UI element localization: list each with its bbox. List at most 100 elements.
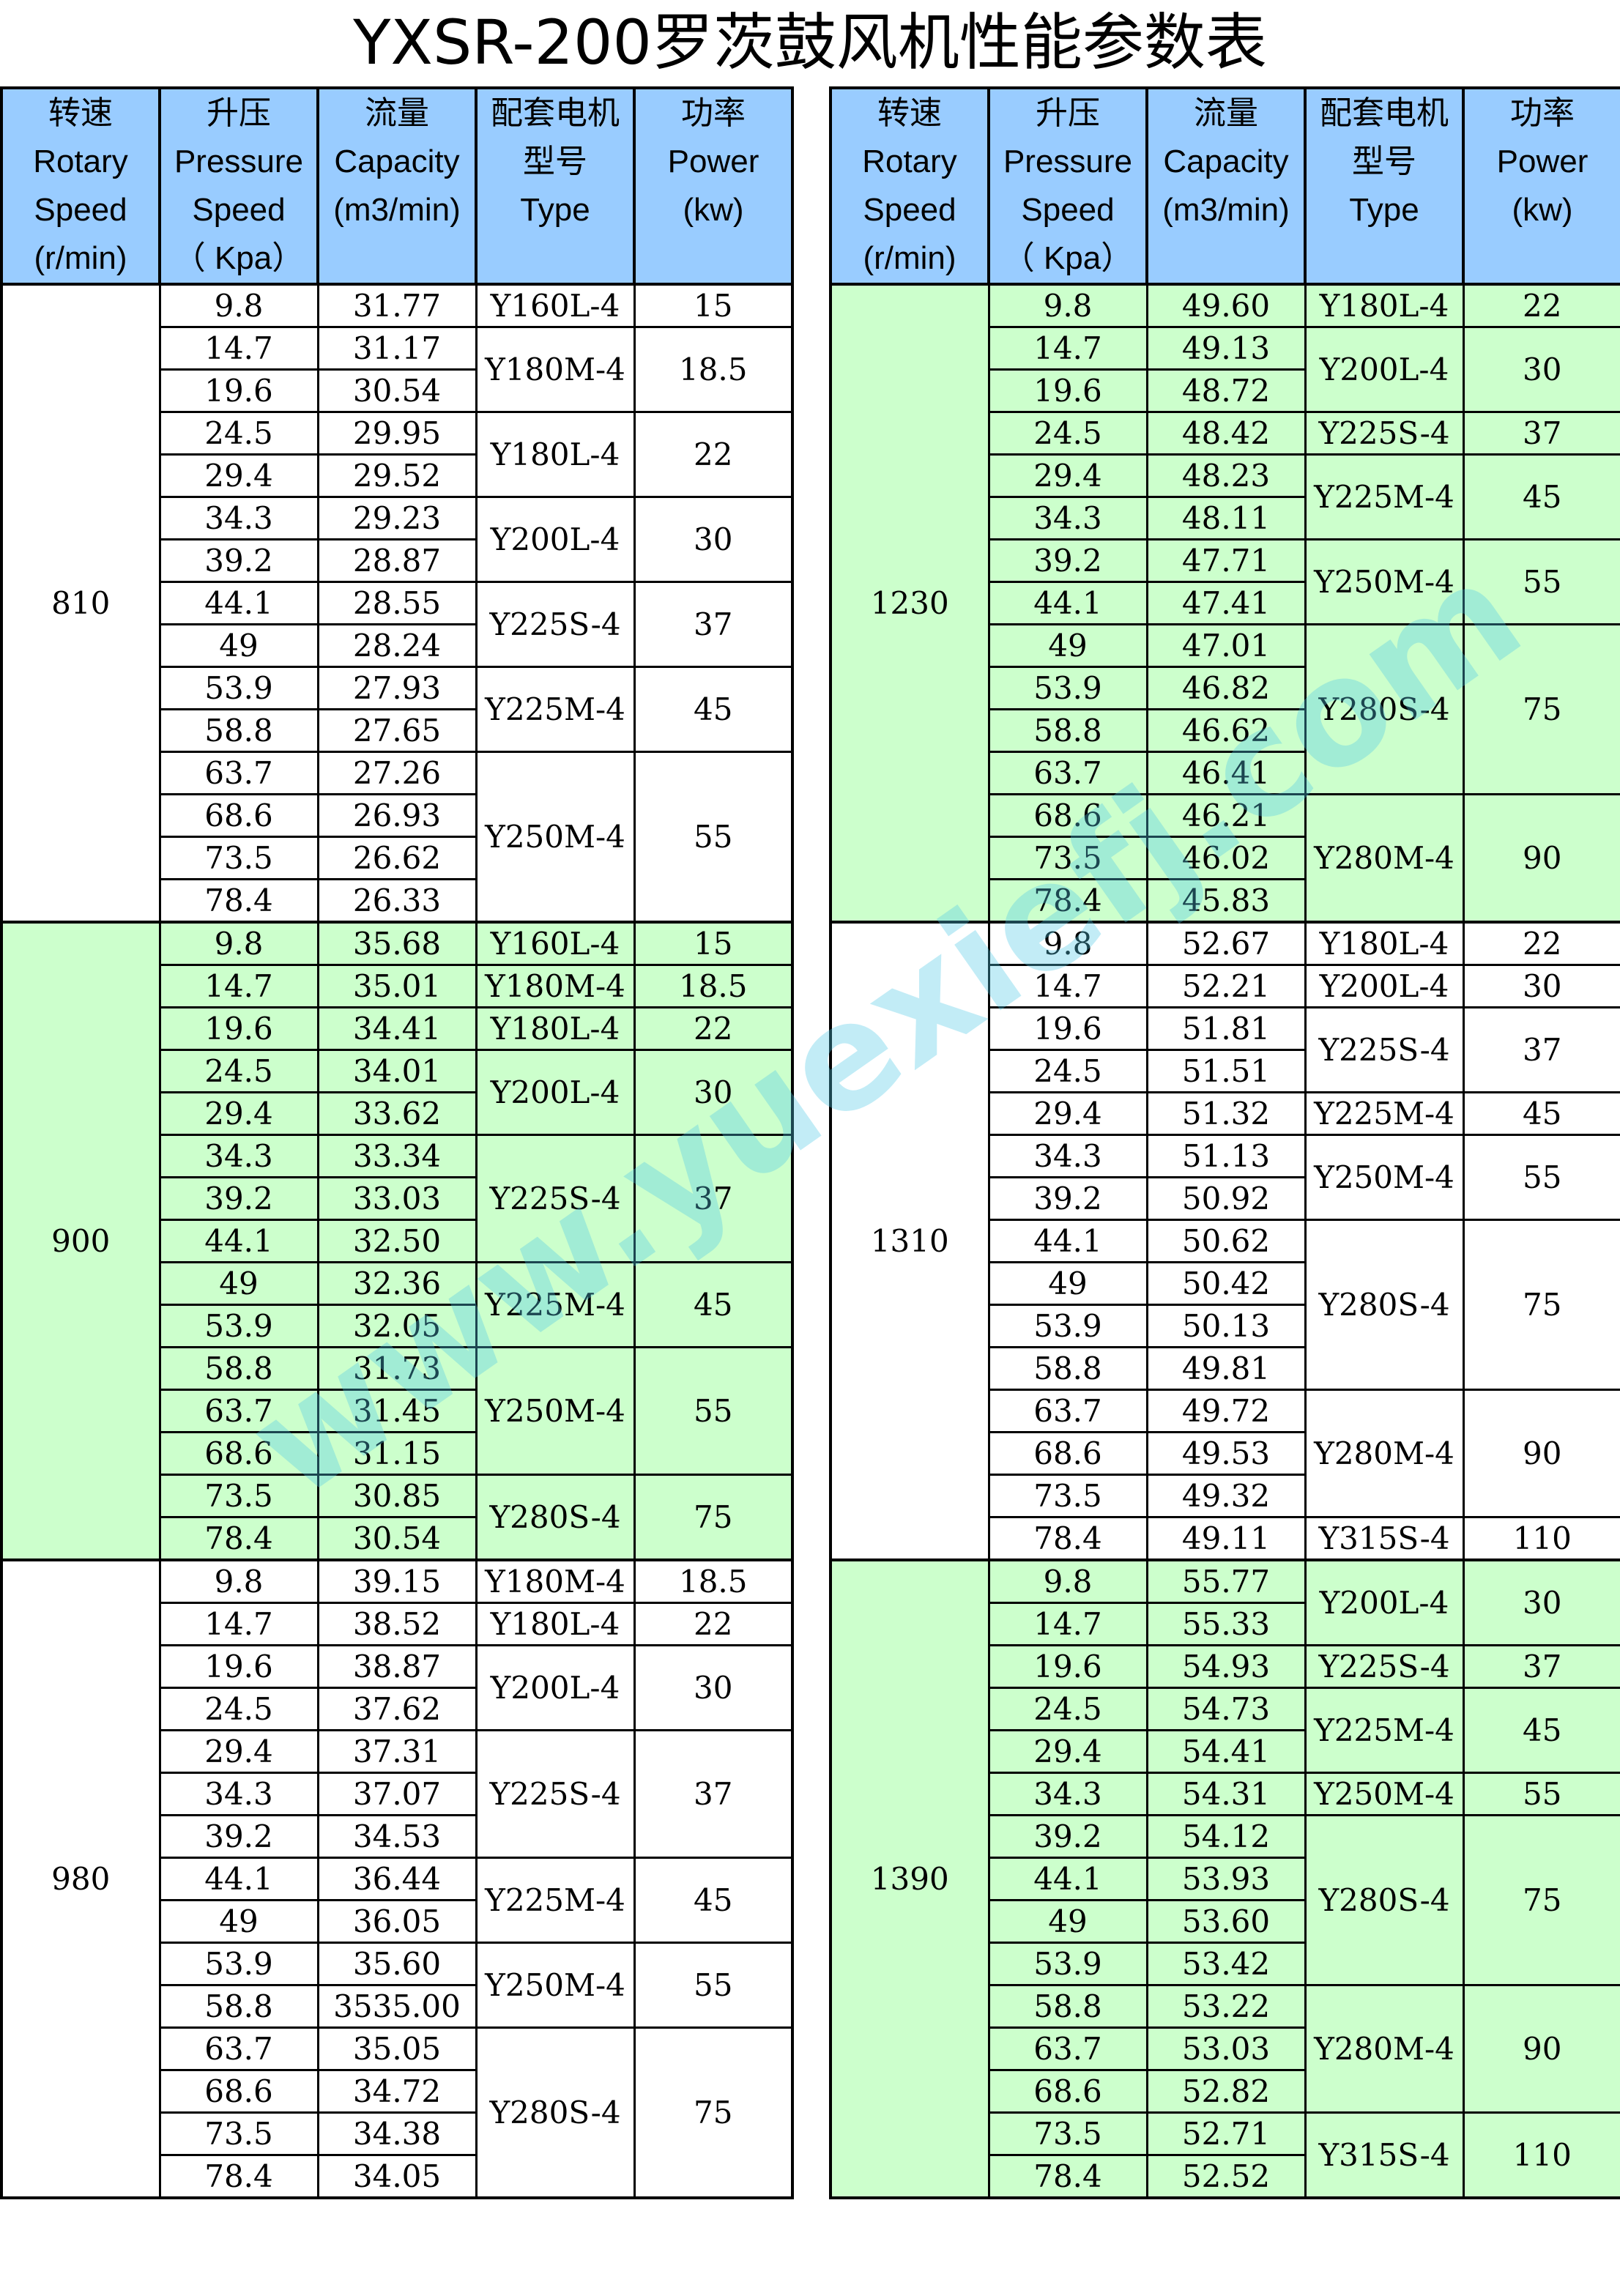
pressure-cell: 44.1 xyxy=(158,581,319,625)
pressure-cell: 53.9 xyxy=(158,1304,319,1348)
capacity-cell: 52.52 xyxy=(1145,2154,1307,2199)
power-cell: 15 xyxy=(633,283,794,328)
power-cell: 45 xyxy=(633,666,794,753)
header-line: Type xyxy=(1349,192,1419,228)
table-row: 58.8 3535.00 xyxy=(1,1984,792,2029)
pressure-cell: 68.6 xyxy=(158,793,319,838)
pressure-cell: 78.4 xyxy=(987,878,1148,924)
capacity-cell: 33.62 xyxy=(316,1091,478,1136)
capacity-cell: 50.42 xyxy=(1145,1261,1307,1306)
rotary-speed-cell: 1390 xyxy=(829,1558,990,2199)
capacity-cell: 37.07 xyxy=(316,1772,478,1816)
power-cell: 22 xyxy=(633,1006,794,1051)
header-line: Power xyxy=(667,144,759,179)
motor-type-cell: Y250M-4 xyxy=(1304,538,1465,625)
power-cell: 45 xyxy=(633,1857,794,1944)
pressure-cell: 73.5 xyxy=(158,2111,319,2156)
power-cell: 55 xyxy=(633,1346,794,1476)
rotary-speed-cell: 1310 xyxy=(829,921,990,1561)
page-title: YXSR-200罗茨鼓风机性能参数表 xyxy=(353,7,1267,78)
motor-type-cell: Y280M-4 xyxy=(1304,1984,1465,2114)
pressure-cell: 73.5 xyxy=(158,1474,319,1518)
power-cell: 37 xyxy=(1462,1006,1620,1093)
pressure-cell: 44.1 xyxy=(987,581,1148,625)
capacity-cell: 37.31 xyxy=(316,1729,478,1774)
motor-type-cell: Y250M-4 xyxy=(1304,1134,1465,1221)
table-row: 29.4 29.52 xyxy=(1,453,792,498)
table-row: 1310 9.8 52.67 Y180L-4 22 xyxy=(829,921,1620,1561)
pressure-cell: 63.7 xyxy=(987,751,1148,795)
power-cell: 90 xyxy=(1462,1984,1620,2114)
table-row: 34.3 37.07 xyxy=(1,1772,792,1816)
pressure-cell: 14.7 xyxy=(987,326,1148,371)
speed-group-980: 980 9.8 39.15 Y180M-4 18.5 14.7 38.52 Y180L-4 22… xyxy=(0,1558,794,2199)
table-row: 1390 9.8 55.77 Y200L-4 30 xyxy=(829,1558,1620,2199)
capacity-cell: 36.44 xyxy=(316,1857,478,1901)
motor-type-cell: Y280M-4 xyxy=(1304,793,1465,924)
capacity-cell: 49.53 xyxy=(1145,1431,1307,1476)
capacity-cell: 31.77 xyxy=(316,283,478,328)
capacity-cell: 27.26 xyxy=(316,751,478,795)
header-line: Pressure xyxy=(174,144,304,179)
speed-group-1390: 1390 9.8 55.77 Y200L-4 30 14.7 55.33 19.6 54.93 Y… xyxy=(829,1558,1620,2199)
pressure-cell: 9.8 xyxy=(987,1558,1148,1604)
pressure-cell: 19.6 xyxy=(158,368,319,413)
capacity-cell: 48.72 xyxy=(1145,368,1307,413)
motor-type-cell: Y180L-4 xyxy=(1304,921,1465,966)
power-cell: 45 xyxy=(633,1261,794,1348)
pressure-cell: 9.8 xyxy=(987,921,1148,966)
column-header-capacity: 流量 Capacity (m3/min) xyxy=(1145,86,1307,286)
capacity-cell: 31.17 xyxy=(316,326,478,371)
pressure-cell: 19.6 xyxy=(158,1006,319,1051)
motor-type-cell: Y160L-4 xyxy=(475,283,636,328)
table-row: 39.2 34.53 xyxy=(1,1814,792,1859)
power-cell: 55 xyxy=(1462,538,1620,625)
power-cell: 22 xyxy=(633,411,794,498)
power-cell: 75 xyxy=(1462,623,1620,795)
capacity-cell: 50.62 xyxy=(1145,1219,1307,1263)
pressure-cell: 58.8 xyxy=(987,1346,1148,1391)
capacity-cell: 54.73 xyxy=(1145,1687,1307,1731)
pressure-cell: 73.5 xyxy=(987,2111,1148,2156)
capacity-cell: 51.32 xyxy=(1145,1091,1307,1136)
pressure-cell: 19.6 xyxy=(987,368,1148,413)
power-cell: 110 xyxy=(1462,1516,1620,1561)
motor-type-cell: Y280S-4 xyxy=(1304,1814,1465,1986)
header-line: Rotary xyxy=(862,144,957,179)
table-row: 58.8 46.62 xyxy=(831,708,1620,753)
capacity-cell: 48.11 xyxy=(1145,496,1307,540)
capacity-cell: 34.01 xyxy=(316,1049,478,1093)
table-row: 19.6 48.72 xyxy=(831,368,1620,413)
header-line: 配套电机 xyxy=(491,95,620,131)
capacity-cell: 38.52 xyxy=(316,1602,478,1646)
table-row: 68.6 31.15 xyxy=(1,1431,792,1476)
pressure-cell: 39.2 xyxy=(158,1814,319,1859)
pressure-cell: 24.5 xyxy=(987,411,1148,456)
table-row: 63.7 31.45 xyxy=(1,1389,792,1433)
motor-type-cell: Y225M-4 xyxy=(475,1261,636,1348)
table-row: 14.7 49.13 Y200L-4 30 xyxy=(831,326,1620,413)
pressure-cell: 39.2 xyxy=(158,1176,319,1221)
table-row: 63.7 53.03 xyxy=(831,2026,1620,2071)
pressure-cell: 14.7 xyxy=(158,964,319,1008)
column-header-motor-type: 配套电机 型号 Type xyxy=(475,86,636,286)
table-row: 39.2 47.71 Y250M-4 55 xyxy=(831,538,1620,625)
motor-type-cell: Y250M-4 xyxy=(475,1346,636,1476)
pressure-cell: 44.1 xyxy=(987,1219,1148,1263)
table-row: 73.5 49.32 xyxy=(831,1474,1620,1518)
header-row: 转速 Rotary Speed (r/min) 升压 Pressure Speed （ Kpa… xyxy=(0,86,794,286)
motor-type-cell: Y225M-4 xyxy=(475,666,636,753)
motor-type-cell: Y225S-4 xyxy=(475,1134,636,1263)
table-row: 14.7 31.17 Y180M-4 18.5 xyxy=(1,326,794,413)
capacity-cell: 52.67 xyxy=(1145,921,1307,966)
capacity-cell: 32.36 xyxy=(316,1261,478,1306)
motor-type-cell: Y200L-4 xyxy=(475,1644,636,1731)
capacity-cell: 53.93 xyxy=(1145,1857,1307,1901)
pressure-cell: 63.7 xyxy=(158,751,319,795)
capacity-cell: 47.01 xyxy=(1145,623,1307,668)
capacity-cell: 51.13 xyxy=(1145,1134,1307,1178)
header-row: 转速 Rotary Speed (r/min) 升压 Pressure Speed （ Kpa… xyxy=(829,86,1620,286)
rotary-speed-cell: 900 xyxy=(0,921,161,1561)
pressure-cell: 39.2 xyxy=(158,538,319,583)
pressure-cell: 49 xyxy=(158,1899,319,1944)
